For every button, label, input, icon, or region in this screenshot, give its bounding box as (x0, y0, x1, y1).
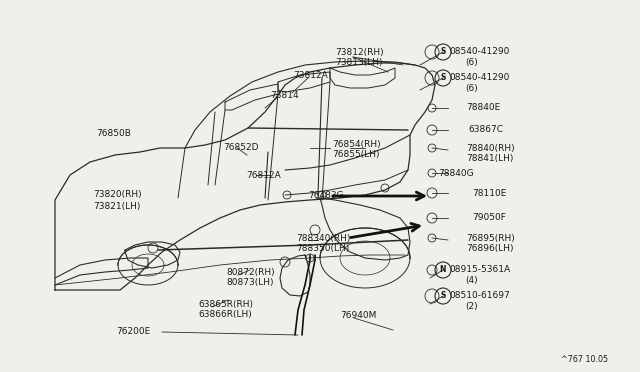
Text: 76940M: 76940M (340, 311, 376, 320)
Text: (2): (2) (465, 302, 477, 311)
Text: 08540-41290: 08540-41290 (449, 48, 509, 57)
Text: 73820(RH): 73820(RH) (93, 190, 141, 199)
Text: (6): (6) (465, 58, 477, 67)
Text: 76850B: 76850B (96, 128, 131, 138)
Text: 76896(LH): 76896(LH) (466, 244, 513, 253)
Text: 79050F: 79050F (472, 214, 506, 222)
Text: 788350(LH): 788350(LH) (296, 244, 349, 253)
Text: 73814: 73814 (270, 90, 299, 99)
Text: 76852D: 76852D (223, 144, 259, 153)
Text: 78110E: 78110E (472, 189, 506, 198)
Text: 73821(LH): 73821(LH) (93, 202, 140, 211)
Text: 76812A: 76812A (246, 170, 281, 180)
Text: (4): (4) (465, 276, 477, 285)
Text: 76855(LH): 76855(LH) (332, 151, 380, 160)
Text: 78840E: 78840E (466, 103, 500, 112)
Text: 80872(RH): 80872(RH) (226, 267, 275, 276)
Text: N: N (440, 266, 446, 275)
Text: 63867C: 63867C (468, 125, 503, 135)
Text: 80873(LH): 80873(LH) (226, 278, 273, 286)
Text: 08540-41290: 08540-41290 (449, 74, 509, 83)
Text: (6): (6) (465, 84, 477, 93)
Text: 78840(RH): 78840(RH) (466, 144, 515, 153)
Text: 76895(RH): 76895(RH) (466, 234, 515, 243)
Text: 73812(RH): 73812(RH) (335, 48, 383, 57)
Text: S: S (440, 292, 445, 301)
Text: 63866R(LH): 63866R(LH) (198, 310, 252, 318)
Text: 08510-61697: 08510-61697 (449, 292, 509, 301)
Text: 08915-5361A: 08915-5361A (449, 266, 510, 275)
Text: 76483G: 76483G (308, 192, 344, 201)
Text: 78840G: 78840G (438, 169, 474, 177)
Text: 76200E: 76200E (116, 327, 150, 337)
Text: S: S (440, 48, 445, 57)
Text: 788340(RH): 788340(RH) (296, 234, 350, 243)
Text: 76854(RH): 76854(RH) (332, 141, 381, 150)
Text: 63865R(RH): 63865R(RH) (198, 299, 253, 308)
Text: ^767 10.05: ^767 10.05 (561, 356, 608, 365)
Text: S: S (440, 74, 445, 83)
Text: 78841(LH): 78841(LH) (466, 154, 513, 163)
Text: 73813(LH): 73813(LH) (335, 58, 383, 67)
Text: 73812A: 73812A (293, 71, 328, 80)
